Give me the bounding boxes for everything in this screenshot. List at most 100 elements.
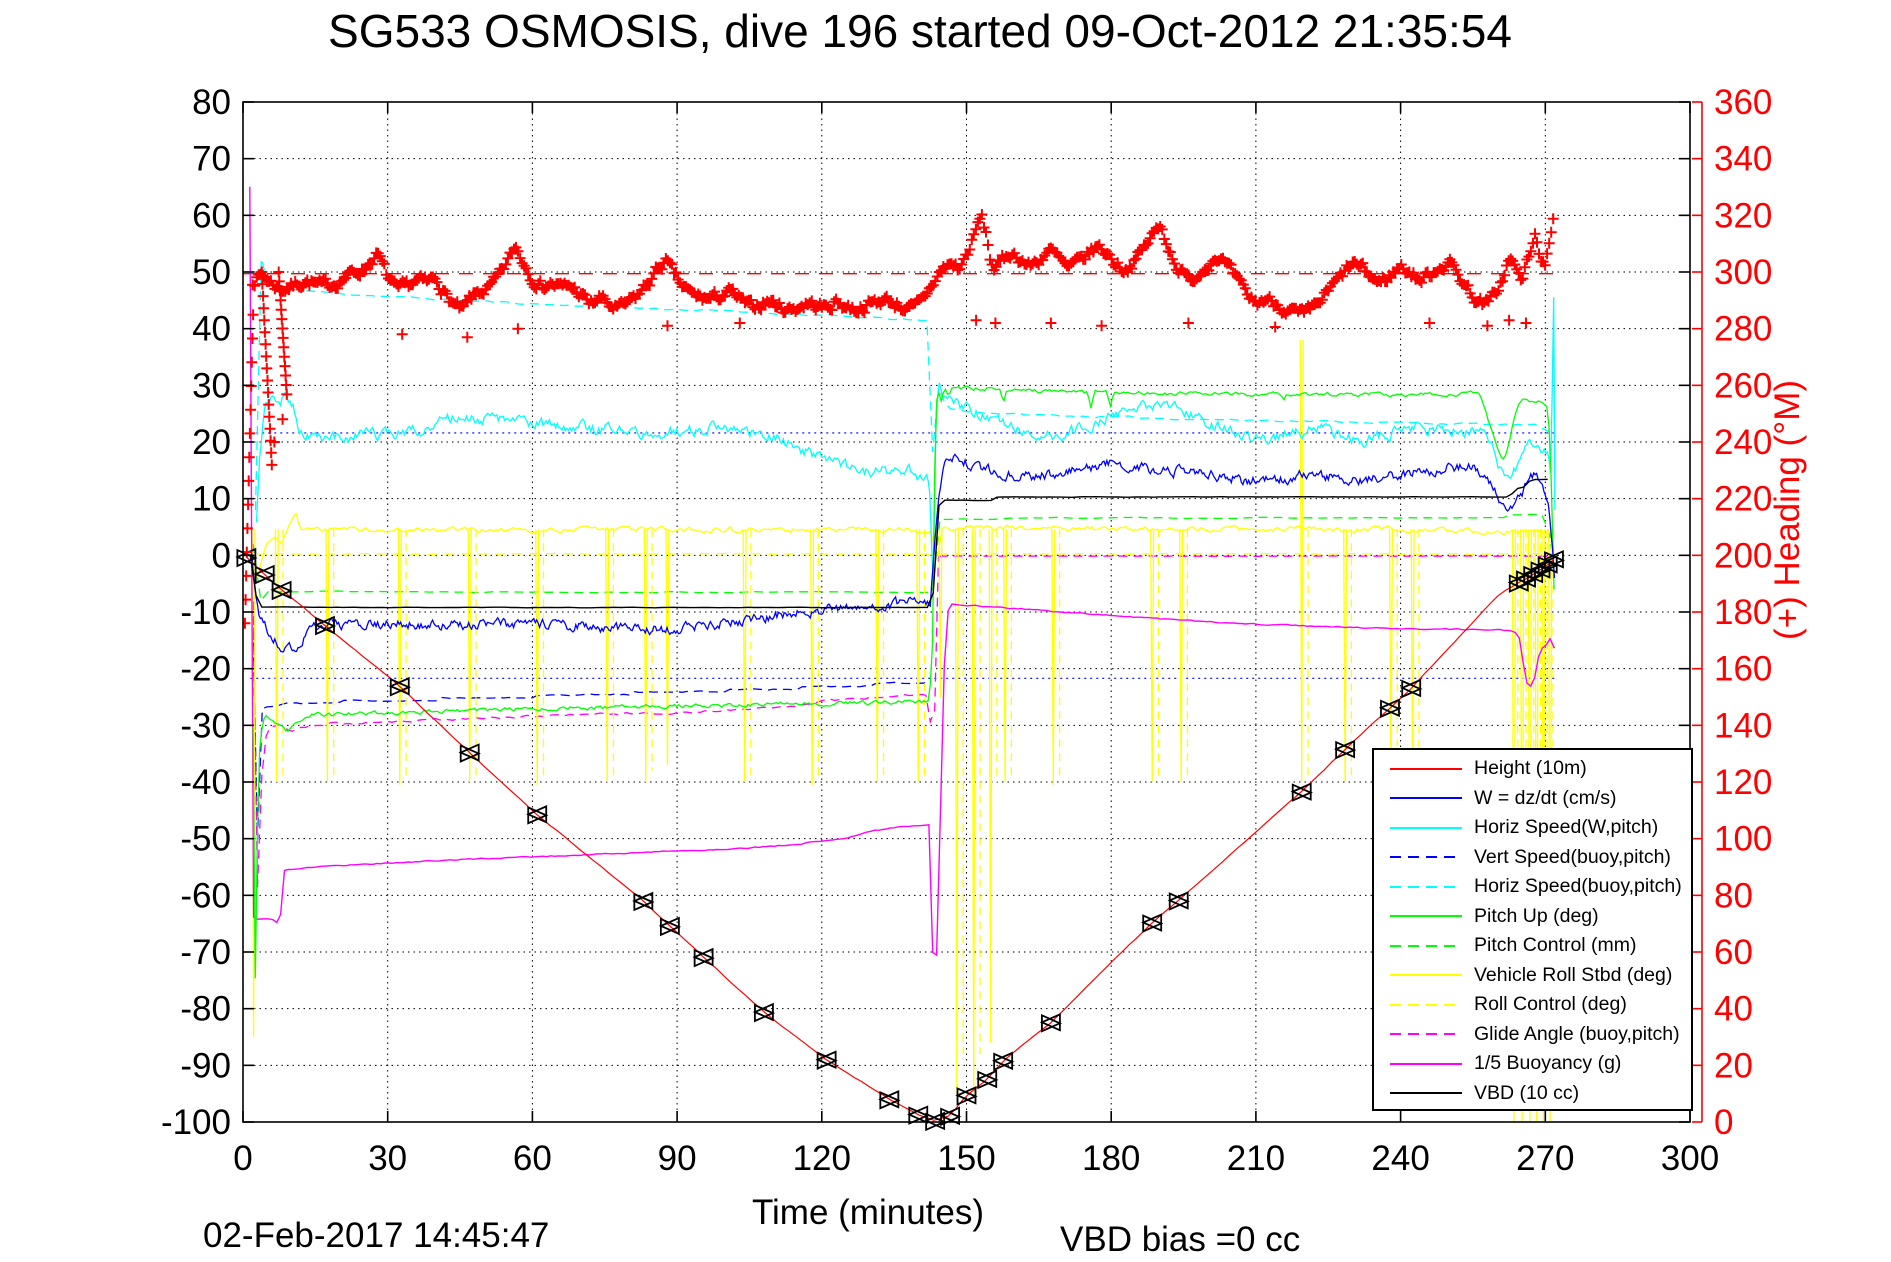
x-tick-label: 120 — [793, 1139, 851, 1178]
legend-item-label: 1/5 Buoyancy (g) — [1474, 1052, 1622, 1075]
y-left-tick-label: 10 — [192, 480, 231, 519]
x-tick-label: 150 — [937, 1139, 995, 1178]
y-right-tick-label: 200 — [1714, 536, 1772, 575]
legend-item-label: Horiz Speed(W,pitch) — [1474, 816, 1659, 839]
legend-item: Horiz Speed(W,pitch) — [1374, 813, 1691, 843]
y-left-tick-label: -20 — [180, 650, 231, 689]
legend-item-label: Roll Control (deg) — [1474, 993, 1627, 1016]
axes: 80 70 60 50 40 30 20 10 0 -10 -20 -30 -40 -50 -60 -70 -8… — [161, 83, 1719, 1178]
x-tick-label: 210 — [1227, 1139, 1285, 1178]
reference-lines — [243, 273, 1560, 679]
legend-item-label: W = dz/dt (cm/s) — [1474, 786, 1617, 809]
x-tick-label: 270 — [1516, 1139, 1574, 1178]
figure-title: SG533 OSMOSIS, dive 196 started 09-Oct-2… — [328, 5, 1512, 57]
legend-item-label: Pitch Up (deg) — [1474, 904, 1599, 927]
legend-line-sample-solid — [1390, 1062, 1462, 1065]
series-pitch-up — [252, 385, 1555, 979]
legend-line-sample-solid — [1390, 767, 1462, 770]
y-left-tick-label: 60 — [192, 196, 231, 235]
legend-item: 1/5 Buoyancy (g) — [1374, 1049, 1691, 1079]
legend-line-sample-solid — [1390, 974, 1462, 977]
height-sample-markers — [235, 547, 1566, 1132]
y-right-tick-label: 60 — [1714, 933, 1753, 972]
y-right-tick-label: 280 — [1714, 310, 1772, 349]
legend-item: W = dz/dt (cm/s) — [1374, 784, 1691, 814]
x-tick-label: 0 — [233, 1139, 252, 1178]
y-left-tick-label: -60 — [180, 876, 231, 915]
x-axis-label: Time (minutes) — [751, 1193, 985, 1232]
y-left-tick-label: -50 — [180, 820, 231, 859]
right-y-axis-label: (+) Heading (°M) — [1768, 379, 1807, 641]
y-right-tick-label: 140 — [1714, 706, 1772, 745]
legend-item: Glide Angle (buoy,pitch) — [1374, 1020, 1691, 1050]
y-left-tick-label: -100 — [161, 1103, 231, 1142]
y-left-tick-label: -70 — [180, 933, 231, 972]
legend-item: Vehicle Roll Stbd (deg) — [1374, 961, 1691, 991]
y-left-tick-label: -90 — [180, 1046, 231, 1085]
legend-item-label: Glide Angle (buoy,pitch) — [1474, 1022, 1680, 1045]
legend-item-label: VBD (10 cc) — [1474, 1081, 1580, 1104]
y-left-tick-label: 20 — [192, 423, 231, 462]
y-left-tick-label: 50 — [192, 253, 231, 292]
y-right-tick-label: 80 — [1714, 876, 1753, 915]
y-left-tick-label: -40 — [180, 763, 231, 802]
legend-item: Vert Speed(buoy,pitch) — [1374, 843, 1691, 873]
y-right-tick-label: 40 — [1714, 990, 1753, 1029]
y-right-tick-label: 300 — [1714, 253, 1772, 292]
y-right-tick-label: 20 — [1714, 1046, 1753, 1085]
legend-item: VBD (10 cc) — [1374, 1079, 1691, 1109]
series-vert-speed-buoy-pitch — [251, 612, 929, 840]
series-w-dzdt — [251, 453, 1556, 653]
legend-item-label: Pitch Control (mm) — [1474, 934, 1637, 957]
legend-item-label: Horiz Speed(buoy,pitch) — [1474, 875, 1682, 898]
series-pitch-control — [252, 513, 1555, 603]
y-left-tick-label: -80 — [180, 990, 231, 1029]
series-height — [245, 556, 1555, 1121]
legend-item: Height (10m) — [1374, 754, 1691, 784]
series-glide-angle-dive — [252, 556, 940, 888]
y-right-tick-label: 220 — [1714, 480, 1772, 519]
y-left-tick-label: -30 — [180, 706, 231, 745]
y-right-tick-label: 0 — [1714, 1103, 1733, 1142]
y-left-tick-label: 70 — [192, 140, 231, 179]
legend-line-sample-dashed — [1390, 885, 1462, 888]
y-right-tick-label: 240 — [1714, 423, 1772, 462]
legend-item: Pitch Up (deg) — [1374, 902, 1691, 932]
x-tick-label: 90 — [658, 1139, 697, 1178]
legend-line-sample-solid — [1390, 1092, 1462, 1095]
y-right-tick-label: 160 — [1714, 650, 1772, 689]
legend-item: Pitch Control (mm) — [1374, 931, 1691, 961]
y-right-tick-label: 340 — [1714, 140, 1772, 179]
legend-item-label: Height (10m) — [1474, 757, 1587, 780]
series-vbd — [249, 478, 1548, 609]
y-right-tick-label: 100 — [1714, 820, 1772, 859]
legend-line-sample-solid — [1390, 826, 1462, 829]
legend-item-label: Vehicle Roll Stbd (deg) — [1474, 963, 1673, 986]
x-tick-label: 180 — [1082, 1139, 1140, 1178]
legend-item-label: Vert Speed(buoy,pitch) — [1474, 845, 1671, 868]
x-tick-label: 300 — [1661, 1139, 1719, 1178]
legend-line-sample-solid — [1390, 797, 1462, 800]
x-tick-label: 30 — [368, 1139, 407, 1178]
x-tick-label: 240 — [1371, 1139, 1429, 1178]
y-right-tick-label: 180 — [1714, 593, 1772, 632]
right-heading-axis: 3603403203002802602402202001801601401201… — [1692, 83, 1772, 1142]
y-left-tick-label: 30 — [192, 366, 231, 405]
vbd-bias-label: VBD bias =0 cc — [1060, 1220, 1301, 1259]
y-right-tick-label: 120 — [1714, 763, 1772, 802]
legend-line-sample-dashed — [1390, 944, 1462, 947]
x-tick-label: 60 — [513, 1139, 552, 1178]
timestamp-label: 02-Feb-2017 14:45:47 — [203, 1216, 550, 1255]
data-series — [245, 186, 1556, 1122]
series-horiz-speed-w-pitch — [255, 297, 1556, 580]
legend-line-sample-dashed — [1390, 856, 1462, 859]
legend: Height (10m) W = dz/dt (cm/s) Horiz Speed(… — [1372, 748, 1693, 1111]
y-right-tick-label: 320 — [1714, 196, 1772, 235]
y-left-tick-label: 40 — [192, 310, 231, 349]
heading-plus-markers — [243, 209, 1559, 629]
y-right-tick-label: 360 — [1714, 83, 1772, 122]
legend-line-sample-dashed — [1390, 1033, 1462, 1036]
legend-item: Roll Control (deg) — [1374, 990, 1691, 1020]
series-roll-control — [257, 552, 1548, 555]
